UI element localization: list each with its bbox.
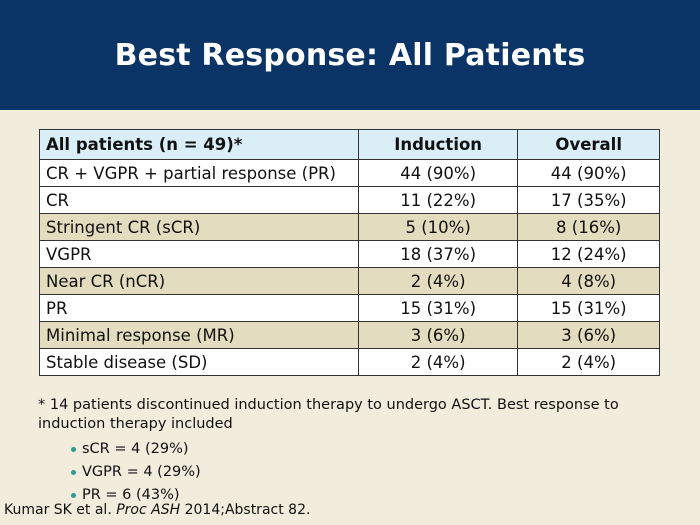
bullet-text: PR = 6 (43%) bbox=[82, 487, 180, 503]
table-row: Minimal response (MR) 3 (6%) 3 (6%) bbox=[39, 321, 660, 349]
table-row: Stringent CR (sCR) 5 (10%) 8 (16%) bbox=[39, 213, 660, 241]
bullet-text: sCR = 4 (29%) bbox=[82, 441, 189, 457]
row-label: Near CR (nCR) bbox=[39, 267, 359, 295]
overall-cell: 4 (8%) bbox=[517, 267, 660, 295]
footnote-text: * 14 patients discontinued induction the… bbox=[38, 397, 619, 432]
induction-cell: 3 (6%) bbox=[357, 321, 519, 349]
table-row: CR + VGPR + partial response (PR) 44 (90… bbox=[39, 159, 660, 187]
overall-cell: 3 (6%) bbox=[517, 321, 660, 349]
citation: Kumar SK et al. Proc ASH 2014;Abstract 8… bbox=[4, 502, 310, 518]
overall-cell: 44 (90%) bbox=[517, 159, 660, 187]
bullet-icon bbox=[71, 470, 76, 475]
slide-title: Best Response: All Patients bbox=[114, 37, 586, 73]
title-bar: Best Response: All Patients bbox=[0, 0, 700, 110]
table-row: Near CR (nCR) 2 (4%) 4 (8%) bbox=[39, 267, 660, 295]
column-header-induction: Induction bbox=[357, 129, 519, 160]
overall-cell: 8 (16%) bbox=[517, 213, 660, 241]
list-item: PR = 6 (43%) bbox=[71, 484, 678, 507]
citation-details: 2014;Abstract 82. bbox=[184, 502, 311, 518]
response-table: All patients (n = 49)* Induction Overall… bbox=[39, 129, 660, 376]
induction-cell: 11 (22%) bbox=[357, 186, 519, 214]
induction-cell: 5 (10%) bbox=[357, 213, 519, 241]
footnote: * 14 patients discontinued induction the… bbox=[38, 396, 678, 507]
overall-cell: 12 (24%) bbox=[517, 240, 660, 268]
bullet-text: VGPR = 4 (29%) bbox=[82, 464, 201, 480]
bullet-icon bbox=[71, 493, 76, 498]
induction-cell: 2 (4%) bbox=[357, 348, 519, 376]
table-header-row: All patients (n = 49)* Induction Overall bbox=[39, 129, 660, 160]
citation-authors: Kumar SK et al. bbox=[4, 502, 112, 518]
row-label: Minimal response (MR) bbox=[39, 321, 359, 349]
table-row: Stable disease (SD) 2 (4%) 2 (4%) bbox=[39, 348, 660, 376]
bullet-icon bbox=[71, 447, 76, 452]
table-row: VGPR 18 (37%) 12 (24%) bbox=[39, 240, 660, 268]
induction-cell: 44 (90%) bbox=[357, 159, 519, 187]
induction-cell: 2 (4%) bbox=[357, 267, 519, 295]
induction-cell: 18 (37%) bbox=[357, 240, 519, 268]
row-label: Stringent CR (sCR) bbox=[39, 213, 359, 241]
list-item: VGPR = 4 (29%) bbox=[71, 461, 678, 484]
overall-cell: 2 (4%) bbox=[517, 348, 660, 376]
table-row: PR 15 (31%) 15 (31%) bbox=[39, 294, 660, 322]
row-label: CR bbox=[39, 186, 359, 214]
table-row: CR 11 (22%) 17 (35%) bbox=[39, 186, 660, 214]
row-label: CR + VGPR + partial response (PR) bbox=[39, 159, 359, 187]
row-label: VGPR bbox=[39, 240, 359, 268]
list-item: sCR = 4 (29%) bbox=[71, 438, 678, 461]
row-label: PR bbox=[39, 294, 359, 322]
citation-journal: Proc ASH bbox=[116, 502, 181, 518]
induction-cell: 15 (31%) bbox=[357, 294, 519, 322]
column-header-patients: All patients (n = 49)* bbox=[39, 129, 359, 160]
footnote-bullet-list: sCR = 4 (29%) VGPR = 4 (29%) PR = 6 (43%… bbox=[38, 438, 678, 507]
row-label: Stable disease (SD) bbox=[39, 348, 359, 376]
overall-cell: 15 (31%) bbox=[517, 294, 660, 322]
column-header-overall: Overall bbox=[517, 129, 660, 160]
overall-cell: 17 (35%) bbox=[517, 186, 660, 214]
